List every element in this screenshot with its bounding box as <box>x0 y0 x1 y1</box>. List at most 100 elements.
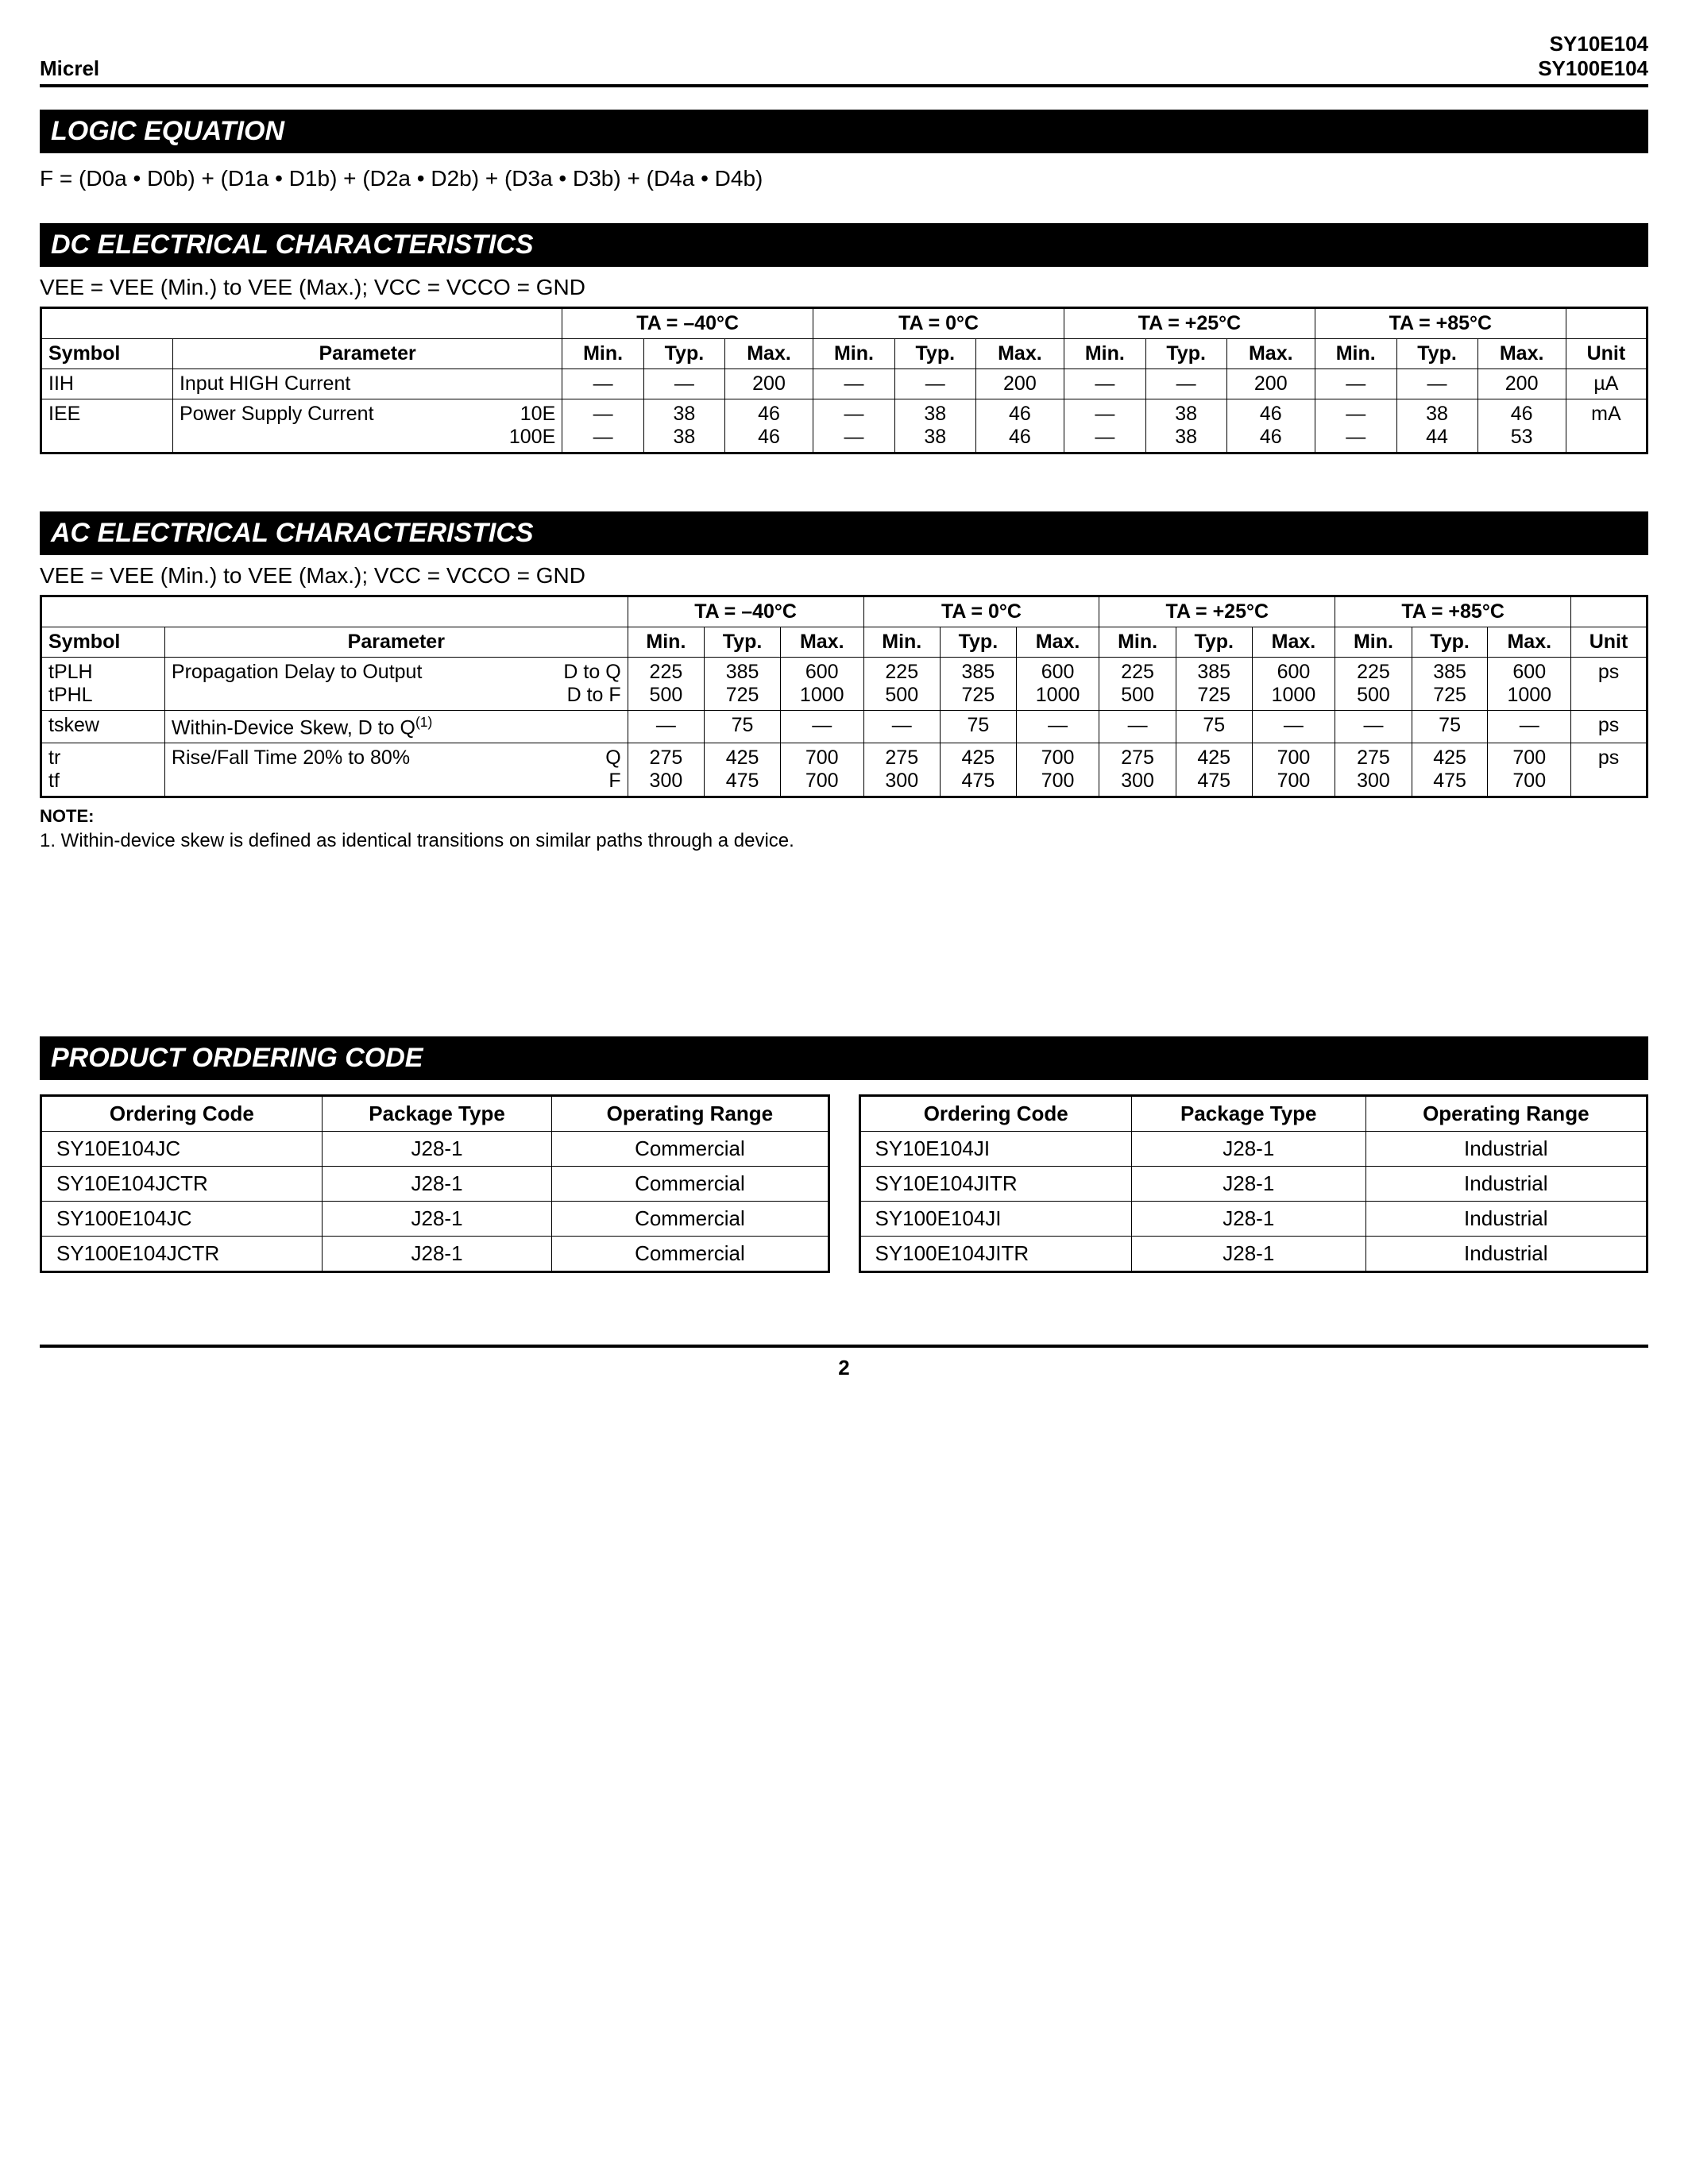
value-cell: 3838 <box>894 399 975 453</box>
table-row: SY100E104JIJ28-1Industrial <box>859 1202 1647 1237</box>
section-dc-characteristics: DC ELECTRICAL CHARACTERISTICS <box>40 223 1648 267</box>
col-parameter: Parameter <box>172 339 562 369</box>
value-cell: 425475 <box>705 743 781 797</box>
value-cell: — <box>894 369 975 399</box>
value-cell: 225500 <box>863 658 940 711</box>
value-cell: 700700 <box>1016 743 1099 797</box>
value-cell: 6001000 <box>1252 658 1335 711</box>
ac-table-temp-row: TA = –40°C TA = 0°C TA = +25°C TA = +85°… <box>41 596 1647 627</box>
value-cell: 200 <box>1226 369 1315 399</box>
symbol-cell: IEE <box>41 399 173 453</box>
parameter-cell: Input HIGH Current <box>172 369 562 399</box>
operating-range-cell: Commercial <box>552 1132 829 1167</box>
value-cell: 425475 <box>1412 743 1488 797</box>
value-cell: —— <box>1064 399 1146 453</box>
ordering-table-left: Ordering Code Package Type Operating Ran… <box>40 1094 830 1273</box>
package-type-cell: J28-1 <box>1131 1167 1365 1202</box>
operating-range-cell: Industrial <box>1365 1237 1647 1272</box>
ac-table: TA = –40°C TA = 0°C TA = +25°C TA = +85°… <box>40 595 1648 798</box>
operating-range-cell: Commercial <box>552 1167 829 1202</box>
table-row: SY10E104JIJ28-1Industrial <box>859 1132 1647 1167</box>
col-ordering-code: Ordering Code <box>859 1096 1131 1132</box>
value-cell: 275300 <box>1099 743 1176 797</box>
dc-temp-2: TA = +25°C <box>1064 308 1315 339</box>
ac-temp-3: TA = +85°C <box>1335 596 1571 627</box>
value-cell: 225500 <box>1335 658 1412 711</box>
value-cell: — <box>1335 711 1412 743</box>
col-operating-range: Operating Range <box>1365 1096 1647 1132</box>
table-row: SY10E104JITRJ28-1Industrial <box>859 1167 1647 1202</box>
operating-range-cell: Commercial <box>552 1202 829 1237</box>
value-cell: — <box>1064 369 1146 399</box>
table-row: SY100E104JITRJ28-1Industrial <box>859 1237 1647 1272</box>
package-type-cell: J28-1 <box>1131 1237 1365 1272</box>
value-cell: —— <box>1315 399 1396 453</box>
table-row: SY100E104JCTRJ28-1Commercial <box>41 1237 829 1272</box>
value-cell: — <box>1016 711 1099 743</box>
ordering-code-cell: SY100E104JCTR <box>41 1237 323 1272</box>
ac-temp-2: TA = +25°C <box>1099 596 1335 627</box>
ordering-tables: Ordering Code Package Type Operating Ran… <box>40 1094 1648 1273</box>
operating-range-cell: Industrial <box>1365 1202 1647 1237</box>
page-header: Micrel SY10E104 SY100E104 <box>40 32 1648 87</box>
value-cell: 275300 <box>628 743 704 797</box>
ordering-code-cell: SY10E104JCTR <box>41 1167 323 1202</box>
ac-temp-1: TA = 0°C <box>863 596 1099 627</box>
table-row: SY10E104JCTRJ28-1Commercial <box>41 1167 829 1202</box>
value-cell: 75 <box>1176 711 1252 743</box>
value-cell: — <box>1488 711 1571 743</box>
parameter-cell: Rise/Fall Time 20% to 80%QF <box>164 743 628 797</box>
ordering-code-cell: SY100E104JITR <box>859 1237 1131 1272</box>
table-row: SY100E104JCJ28-1Commercial <box>41 1202 829 1237</box>
note-heading: NOTE: <box>40 806 1648 827</box>
col-package-type: Package Type <box>322 1096 552 1132</box>
value-cell: 4646 <box>1226 399 1315 453</box>
value-cell: 3838 <box>643 399 724 453</box>
operating-range-cell: Commercial <box>552 1237 829 1272</box>
table-row: trtfRise/Fall Time 20% to 80%QF275300425… <box>41 743 1647 797</box>
value-cell: — <box>1252 711 1335 743</box>
order-header-row: Ordering Code Package Type Operating Ran… <box>41 1096 829 1132</box>
value-cell: 6001000 <box>1488 658 1571 711</box>
unit-cell: ps <box>1571 658 1647 711</box>
parameter-cell: Within-Device Skew, D to Q(1) <box>164 711 628 743</box>
table-row: SY10E104JCJ28-1Commercial <box>41 1132 829 1167</box>
package-type-cell: J28-1 <box>322 1202 552 1237</box>
dc-table: TA = –40°C TA = 0°C TA = +25°C TA = +85°… <box>40 307 1648 454</box>
value-cell: 75 <box>705 711 781 743</box>
company-name: Micrel <box>40 56 99 81</box>
table-row: IIHInput HIGH Current——200——200——200——20… <box>41 369 1647 399</box>
page-footer: 2 <box>40 1345 1648 1380</box>
value-cell: 4646 <box>975 399 1064 453</box>
col-symbol: Symbol <box>41 339 173 369</box>
dc-table-header-row: Symbol Parameter Min.Typ.Max. Min.Typ.Ma… <box>41 339 1647 369</box>
value-cell: 200 <box>975 369 1064 399</box>
symbol-cell: tPLHtPHL <box>41 658 165 711</box>
part-number-2: SY100E104 <box>1538 56 1648 81</box>
operating-range-cell: Industrial <box>1365 1132 1647 1167</box>
value-cell: 75 <box>940 711 1016 743</box>
package-type-cell: J28-1 <box>322 1237 552 1272</box>
unit-cell: ps <box>1571 743 1647 797</box>
ac-table-header-row: Symbol Parameter Min.Typ.Max. Min.Typ.Ma… <box>41 627 1647 658</box>
value-cell: 700700 <box>1252 743 1335 797</box>
ordering-code-cell: SY100E104JC <box>41 1202 323 1237</box>
value-cell: —— <box>562 399 644 453</box>
value-cell: 4646 <box>724 399 813 453</box>
value-cell: 6001000 <box>780 658 863 711</box>
symbol-cell: IIH <box>41 369 173 399</box>
ordering-code-cell: SY10E104JI <box>859 1132 1131 1167</box>
unit-cell: mA <box>1566 399 1647 453</box>
value-cell: 3838 <box>1145 399 1226 453</box>
order-header-row: Ordering Code Package Type Operating Ran… <box>859 1096 1647 1132</box>
value-cell: — <box>1099 711 1176 743</box>
value-cell: 385725 <box>1176 658 1252 711</box>
symbol-cell: tskew <box>41 711 165 743</box>
dc-condition-line: VEE = VEE (Min.) to VEE (Max.); VCC = VC… <box>40 275 1648 300</box>
col-package-type: Package Type <box>1131 1096 1365 1132</box>
col-symbol: Symbol <box>41 627 165 658</box>
value-cell: 700700 <box>1488 743 1571 797</box>
value-cell: 4653 <box>1477 399 1566 453</box>
value-cell: 385725 <box>1412 658 1488 711</box>
value-cell: — <box>562 369 644 399</box>
